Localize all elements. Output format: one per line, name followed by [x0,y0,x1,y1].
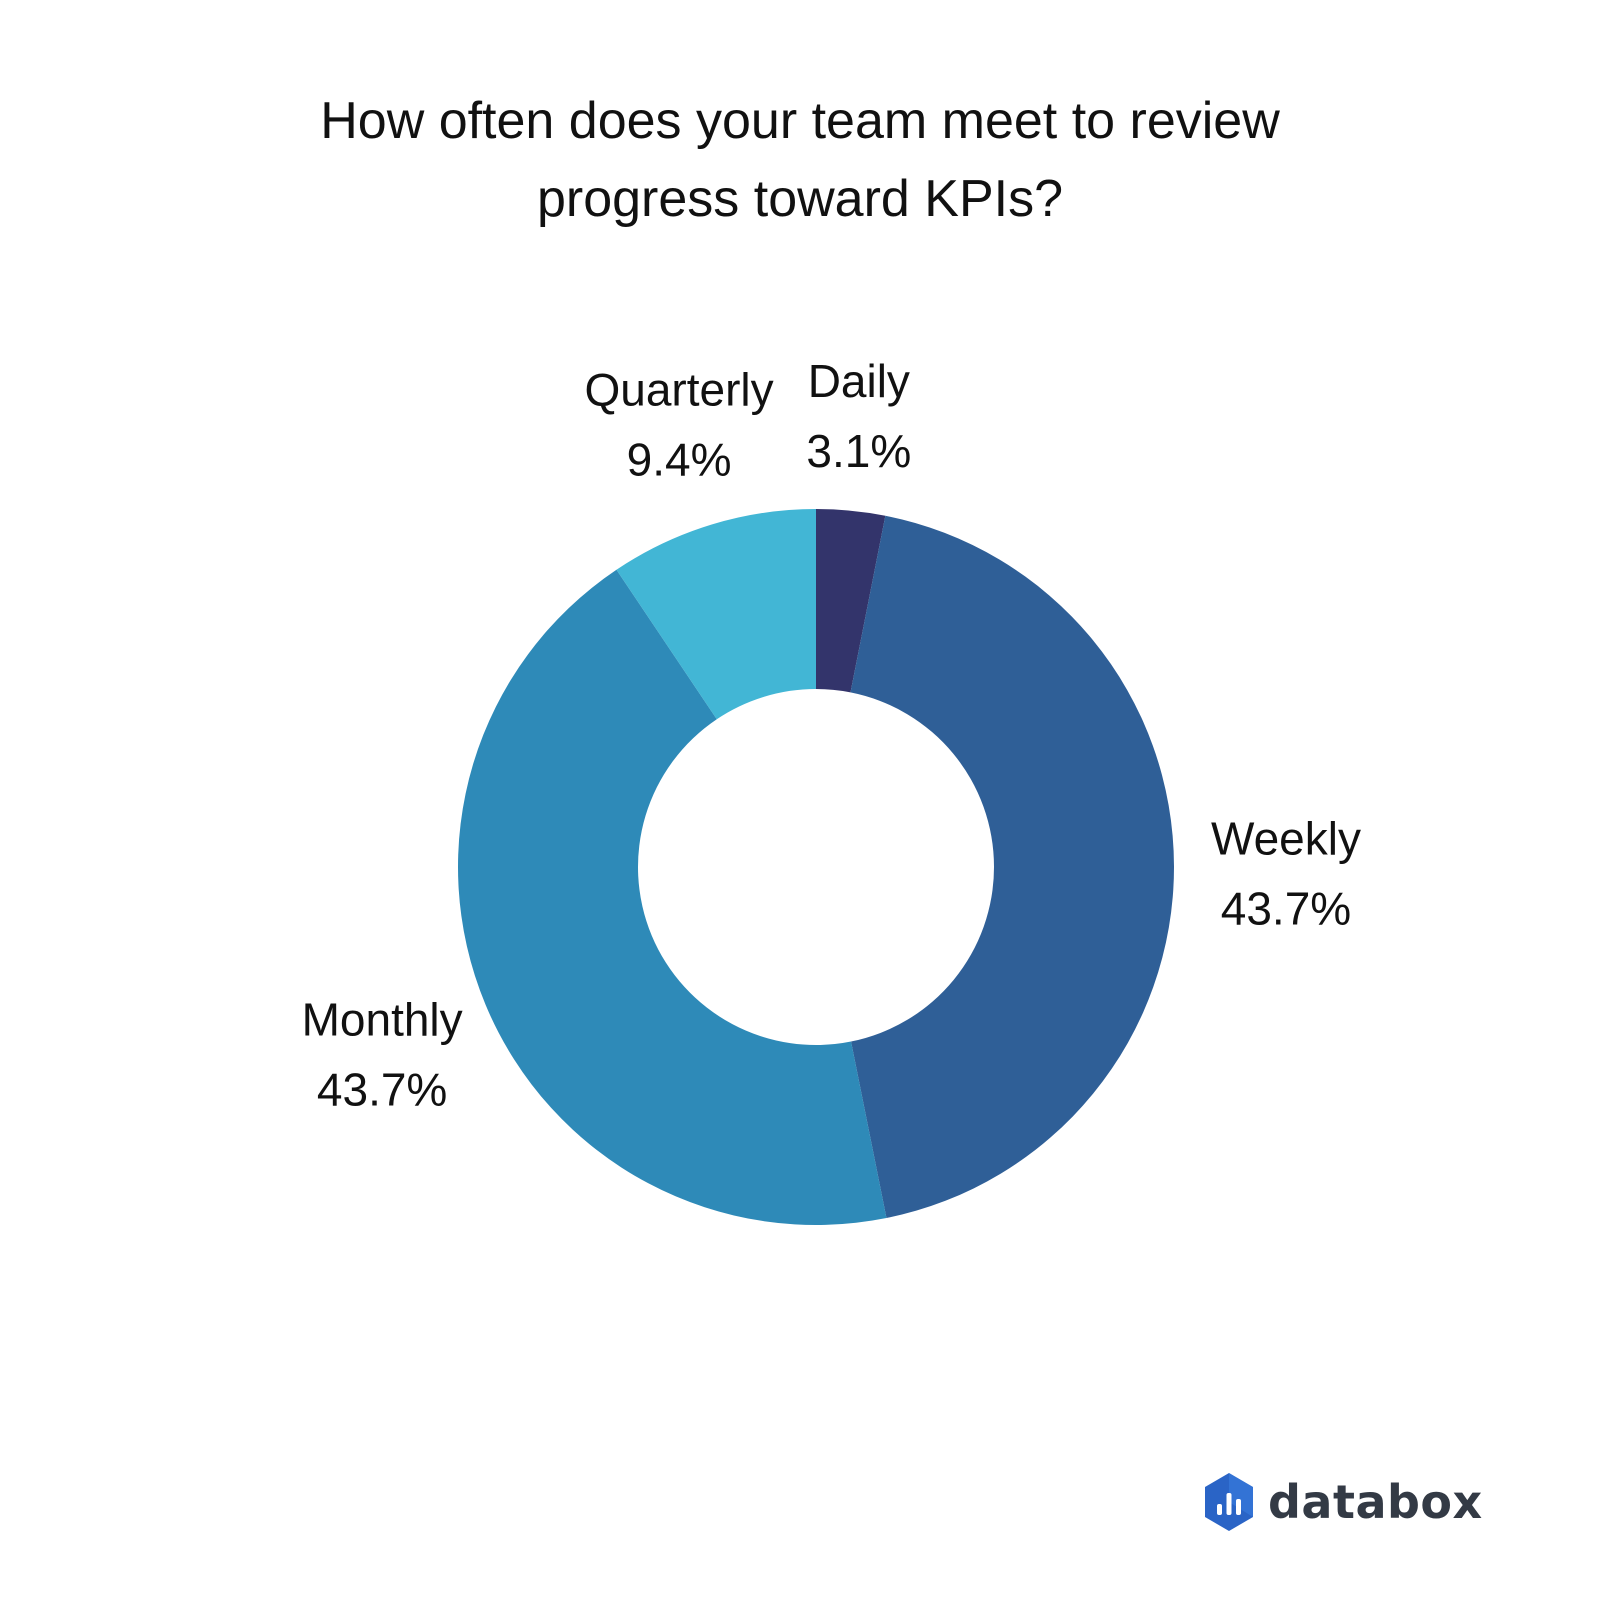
brand-logo: databox [1202,1470,1483,1534]
slice-weekly [850,515,1175,1218]
value-monthly: 43.7% [317,1064,447,1116]
label-monthly: Monthly [302,994,463,1046]
brand-name: databox [1268,1475,1483,1529]
databox-logo-icon [1205,1473,1253,1531]
value-weekly: 43.7% [1221,882,1351,934]
chart-title-line-2: progress toward KPIs? [536,170,1064,228]
slice-quarterly [616,509,816,720]
label-weekly: Weekly [1211,812,1361,864]
chart-title: How often does your team meet to review … [0,82,1600,238]
slice-monthly [457,569,887,1225]
value-daily: 3.1% [806,425,911,477]
value-quarterly: 9.4% [627,433,732,485]
chart-title-line-1: How often does your team meet to review [320,92,1280,150]
slice-daily [816,509,886,693]
label-daily: Daily [808,355,910,407]
label-quarterly: Quarterly [584,363,773,415]
